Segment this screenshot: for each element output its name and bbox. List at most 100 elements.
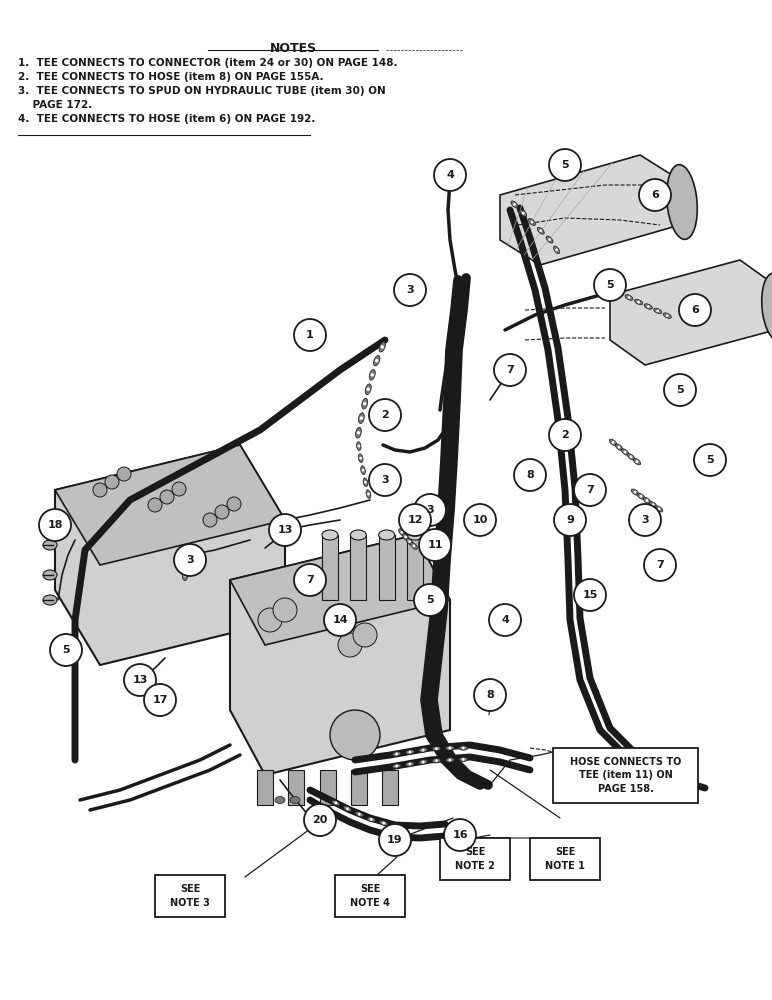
Circle shape (679, 294, 711, 326)
Text: 18: 18 (47, 520, 63, 530)
Ellipse shape (546, 236, 553, 243)
Ellipse shape (290, 796, 300, 804)
Circle shape (258, 608, 282, 632)
Text: 1: 1 (306, 330, 314, 340)
Ellipse shape (332, 800, 340, 806)
Circle shape (117, 467, 131, 481)
Circle shape (50, 634, 82, 666)
Circle shape (414, 494, 446, 526)
Circle shape (462, 758, 465, 761)
Text: 9: 9 (566, 515, 574, 525)
Circle shape (656, 310, 659, 312)
Circle shape (494, 354, 526, 386)
Circle shape (369, 399, 401, 431)
Circle shape (618, 446, 621, 449)
Circle shape (359, 457, 362, 460)
Ellipse shape (405, 762, 415, 766)
Ellipse shape (609, 439, 617, 446)
Polygon shape (230, 535, 450, 775)
Ellipse shape (644, 304, 652, 309)
Circle shape (375, 359, 378, 362)
Circle shape (183, 563, 187, 567)
Text: 10: 10 (472, 515, 488, 525)
Circle shape (474, 679, 506, 711)
Circle shape (645, 499, 648, 502)
Circle shape (530, 221, 533, 223)
Ellipse shape (367, 817, 375, 822)
Ellipse shape (445, 746, 454, 750)
Ellipse shape (182, 560, 188, 570)
Ellipse shape (654, 308, 662, 314)
Ellipse shape (649, 502, 657, 508)
Ellipse shape (432, 746, 441, 751)
Circle shape (93, 483, 107, 497)
Ellipse shape (520, 210, 527, 217)
Circle shape (346, 807, 349, 810)
Circle shape (624, 451, 626, 453)
Text: 2: 2 (381, 410, 389, 420)
Bar (350, 535, 367, 600)
Bar (350, 770, 367, 805)
Text: 8: 8 (527, 470, 534, 480)
Circle shape (422, 761, 425, 763)
Ellipse shape (615, 444, 623, 450)
Bar (530, 838, 600, 880)
Circle shape (555, 248, 558, 251)
Ellipse shape (392, 764, 401, 768)
Ellipse shape (418, 748, 428, 752)
Text: 7: 7 (586, 485, 594, 495)
Circle shape (639, 495, 642, 498)
Circle shape (594, 269, 626, 301)
Circle shape (634, 491, 636, 493)
Circle shape (381, 345, 384, 349)
Ellipse shape (405, 750, 415, 754)
Circle shape (422, 749, 425, 751)
Bar (320, 770, 336, 805)
Text: 5: 5 (561, 160, 569, 170)
Ellipse shape (358, 413, 364, 424)
Ellipse shape (380, 821, 388, 826)
Ellipse shape (633, 458, 641, 465)
Ellipse shape (355, 811, 364, 817)
Circle shape (434, 159, 466, 191)
Ellipse shape (445, 758, 454, 762)
Circle shape (694, 444, 726, 476)
Text: 2: 2 (561, 430, 569, 440)
Polygon shape (230, 535, 450, 645)
Circle shape (419, 529, 451, 561)
Circle shape (574, 579, 606, 611)
Ellipse shape (398, 529, 405, 536)
Circle shape (334, 802, 337, 804)
Ellipse shape (663, 313, 672, 318)
Ellipse shape (43, 540, 57, 550)
Text: SEE
NOTE 2: SEE NOTE 2 (455, 847, 495, 871)
Circle shape (330, 710, 380, 760)
Text: 15: 15 (582, 590, 598, 600)
Circle shape (629, 504, 661, 536)
Ellipse shape (374, 356, 380, 366)
Ellipse shape (357, 442, 361, 450)
Circle shape (449, 759, 452, 761)
Text: SEE
NOTE 4: SEE NOTE 4 (350, 884, 390, 908)
Circle shape (304, 804, 336, 836)
Bar (322, 535, 338, 600)
Bar (407, 535, 423, 600)
Circle shape (549, 149, 581, 181)
Ellipse shape (43, 515, 57, 525)
Circle shape (174, 544, 206, 576)
Ellipse shape (369, 370, 375, 380)
Ellipse shape (43, 570, 57, 580)
Polygon shape (55, 445, 285, 665)
Circle shape (399, 504, 431, 536)
Ellipse shape (637, 493, 645, 499)
Ellipse shape (615, 290, 624, 295)
Bar (257, 770, 273, 805)
Ellipse shape (182, 550, 188, 560)
Ellipse shape (407, 530, 423, 540)
Text: SEE
NOTE 3: SEE NOTE 3 (170, 884, 210, 908)
Ellipse shape (529, 218, 536, 225)
Ellipse shape (459, 746, 468, 750)
Circle shape (462, 747, 465, 749)
Circle shape (183, 553, 187, 557)
Ellipse shape (379, 530, 394, 540)
